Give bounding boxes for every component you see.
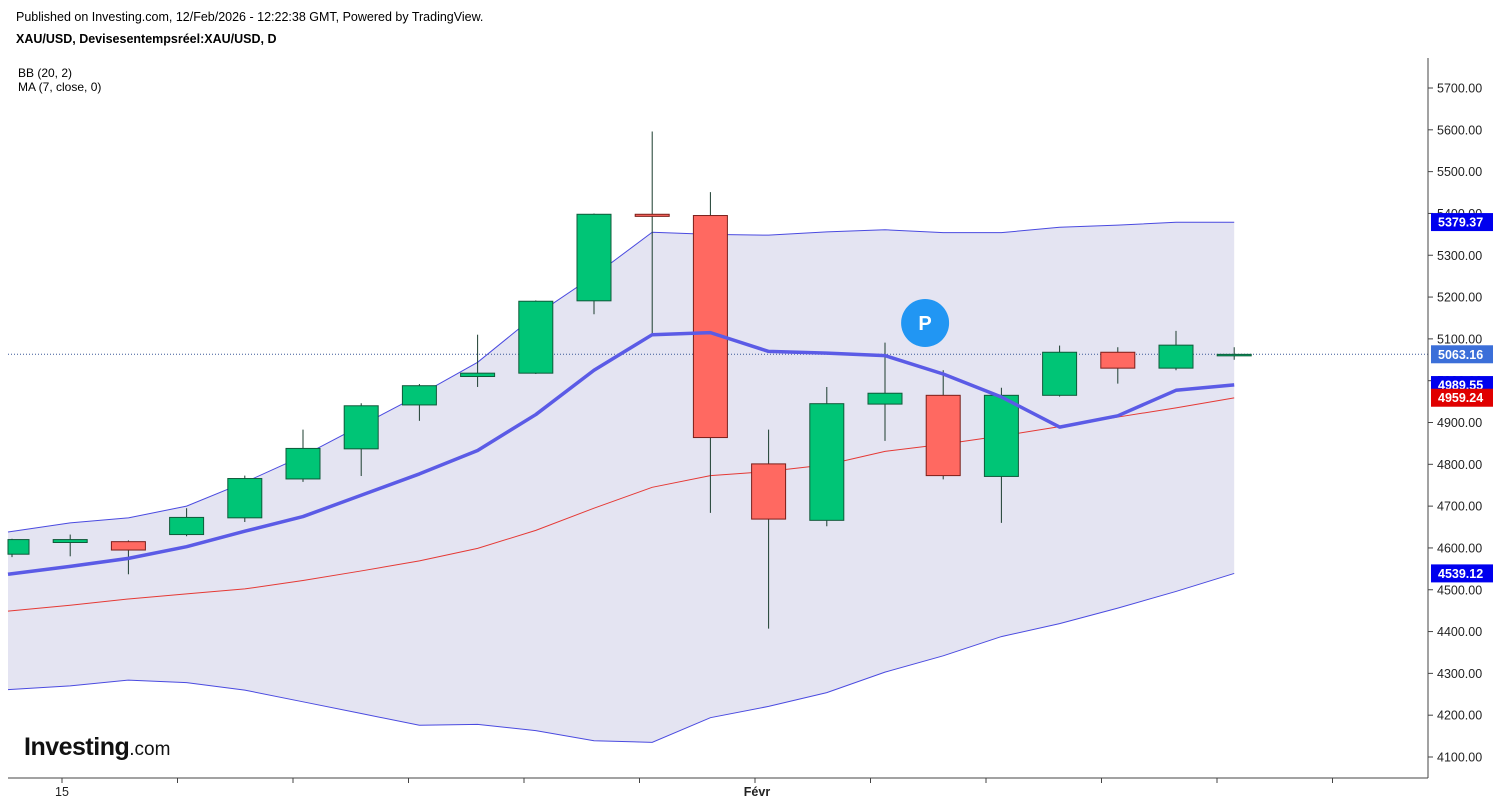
candle [227, 475, 263, 523]
published-info: Published on Investing.com, 12/Feb/2026 … [16, 10, 484, 24]
candle-body [1216, 353, 1252, 357]
y-tick-label: 4500.00 [1437, 583, 1482, 597]
moving-average-layer [7, 330, 1235, 577]
candle [52, 534, 88, 557]
bb-fill [8, 222, 1235, 743]
candle [867, 342, 903, 441]
marker-layer: P [901, 298, 950, 347]
y-tick-label: 4300.00 [1437, 667, 1482, 681]
y-tick-label: 4700.00 [1437, 500, 1482, 514]
bollinger-bands-label[interactable]: BB (20, 2) [18, 66, 73, 80]
candle [576, 213, 612, 315]
candle [169, 508, 205, 537]
candle-body [1100, 351, 1136, 369]
y-tick-label: 4900.00 [1437, 416, 1482, 430]
y-tick-label: 5600.00 [1437, 123, 1482, 137]
candle [809, 386, 845, 527]
candle-body [867, 392, 903, 405]
price-tag: 5063.16 [1431, 345, 1493, 364]
bb-basis-line [7, 397, 1235, 612]
candle-body [343, 405, 379, 450]
candle [518, 300, 554, 374]
price-tag-label: 4959.24 [1438, 391, 1483, 405]
candle-body [1042, 351, 1078, 396]
candle [401, 384, 437, 421]
candle-body [52, 539, 88, 544]
candle [1158, 330, 1194, 371]
price-tag-box [1431, 388, 1493, 407]
bollinger-bands-layer [7, 221, 1235, 743]
candle [692, 192, 728, 513]
x-tick-label: 15 [55, 785, 69, 799]
candle [751, 429, 787, 629]
ma-line [7, 330, 1235, 577]
y-tick-label: 4100.00 [1437, 751, 1482, 765]
y-tick-label: 4600.00 [1437, 541, 1482, 555]
candles-layer [7, 131, 1252, 629]
candle-body [518, 300, 554, 374]
candle-body [227, 478, 263, 519]
investing-logo[interactable]: Investing.com [24, 733, 171, 761]
y-tick-label: 5500.00 [1437, 165, 1482, 179]
price-tag-label: 5379.37 [1438, 216, 1483, 230]
y-tick-label: 4800.00 [1437, 458, 1482, 472]
bb-lower-line [7, 572, 1235, 743]
candle-body [460, 372, 496, 378]
moving-average-label[interactable]: MA (7, close, 0) [18, 80, 102, 94]
y-tick-label: 4400.00 [1437, 625, 1482, 639]
candle-body [1158, 344, 1194, 369]
price-tag-box [1431, 213, 1493, 232]
y-tick-label: 5200.00 [1437, 291, 1482, 305]
bb-upper-line [7, 221, 1235, 533]
candle [925, 370, 961, 480]
price-tag: 5379.37 [1431, 213, 1493, 232]
candle [1216, 347, 1252, 360]
candle-body [285, 447, 321, 480]
candle-body [110, 541, 146, 551]
price-tag: 4539.12 [1431, 564, 1493, 583]
candle-body [925, 394, 961, 477]
candle [285, 429, 321, 482]
candle-body [401, 385, 437, 406]
candle-body [692, 215, 728, 439]
pivot-marker-label: P [918, 313, 931, 335]
y-tick-label: 5300.00 [1437, 249, 1482, 263]
candle-body [751, 463, 787, 520]
candle [7, 538, 30, 558]
price-tag-label: 5063.16 [1438, 348, 1483, 362]
price-tag-box [1431, 564, 1493, 583]
candle-body [983, 394, 1019, 477]
candle-body [7, 539, 30, 555]
candle [983, 387, 1019, 523]
y-tick-label: 5700.00 [1437, 82, 1482, 96]
price-tag: 4959.24 [1431, 388, 1493, 407]
pivot-marker-circle [901, 298, 950, 347]
y-tick-label: 5100.00 [1437, 332, 1482, 346]
candle-body [809, 403, 845, 521]
candle-body [634, 213, 670, 217]
chart-symbol-title: XAU/USD, Devisesentempsréel:XAU/USD, D [16, 32, 277, 46]
candle-body [576, 213, 612, 302]
candle [634, 131, 670, 336]
candle [460, 334, 496, 387]
candle [1100, 347, 1136, 384]
candle [1042, 345, 1078, 397]
candle-body [169, 516, 205, 536]
price-tag-label: 4539.12 [1438, 567, 1483, 581]
y-tick-label: 4200.00 [1437, 709, 1482, 723]
candle [343, 403, 379, 477]
price-tag-box [1431, 345, 1493, 364]
x-tick-label: Févr [744, 785, 771, 799]
